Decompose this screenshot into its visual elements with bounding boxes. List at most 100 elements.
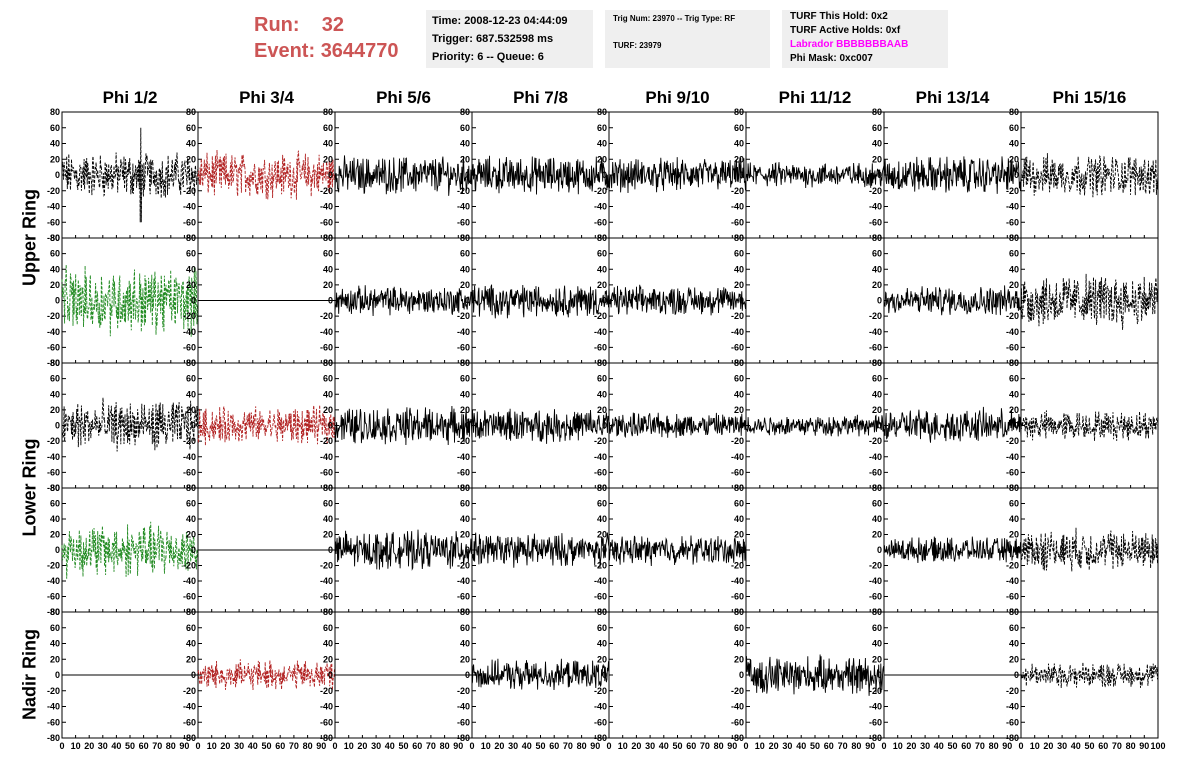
y-tick-label: 0 <box>191 170 196 180</box>
x-tick-label: 50 <box>1084 741 1094 751</box>
y-tick-label: 20 <box>872 405 882 415</box>
waveform-trace <box>197 149 336 200</box>
time-info-box: Time: 2008-12-23 04:44:09 Trigger: 687.5… <box>426 10 593 68</box>
y-tick-label: -60 <box>183 467 196 477</box>
y-tick-label: 40 <box>460 514 470 524</box>
y-tick-label: -40 <box>731 327 744 337</box>
y-tick-label: -60 <box>183 717 196 727</box>
x-tick-label: 10 <box>618 741 628 751</box>
y-tick-label: -20 <box>183 686 196 696</box>
y-tick-label: -60 <box>320 592 333 602</box>
x-tick-label: 40 <box>659 741 669 751</box>
x-tick-label: 40 <box>111 741 121 751</box>
waveform-trace <box>745 162 885 189</box>
y-tick-label: 20 <box>186 154 196 164</box>
y-tick-label: 20 <box>872 654 882 664</box>
y-tick-label: 40 <box>734 639 744 649</box>
y-tick-label: -20 <box>869 561 882 571</box>
y-tick-label: 80 <box>323 358 333 368</box>
y-tick-label: 0 <box>877 670 882 680</box>
y-tick-label: 0 <box>191 296 196 306</box>
y-tick-label: 60 <box>597 623 607 633</box>
y-tick-label: -40 <box>594 576 607 586</box>
y-tick-label: -60 <box>1006 592 1019 602</box>
y-tick-label: -40 <box>594 702 607 712</box>
y-tick-label: 40 <box>50 264 60 274</box>
y-tick-label: 40 <box>597 139 607 149</box>
waveform-trace <box>61 521 199 579</box>
y-tick-label: -40 <box>183 202 196 212</box>
x-tick-label: 40 <box>522 741 532 751</box>
y-tick-label: 80 <box>734 107 744 117</box>
x-tick-label: 0 <box>195 741 200 751</box>
y-tick-label: 60 <box>872 374 882 384</box>
y-tick-label: -40 <box>594 327 607 337</box>
y-tick-label: -20 <box>183 561 196 571</box>
y-tick-label: 60 <box>734 499 744 509</box>
y-tick-label: 80 <box>323 233 333 243</box>
y-tick-label: -60 <box>457 592 470 602</box>
x-tick-label: 80 <box>166 741 176 751</box>
y-tick-label: 80 <box>1009 483 1019 493</box>
y-tick-label: 40 <box>323 514 333 524</box>
y-tick-label: -60 <box>731 342 744 352</box>
y-tick-label: -60 <box>731 217 744 227</box>
x-tick-label: 30 <box>508 741 518 751</box>
x-tick-label: 80 <box>440 741 450 751</box>
y-tick-label: -40 <box>320 327 333 337</box>
waveform-trace <box>471 155 610 195</box>
y-tick-label: -60 <box>1006 467 1019 477</box>
y-tick-label: 60 <box>186 123 196 133</box>
y-tick-label: 40 <box>50 389 60 399</box>
y-tick-label: 60 <box>323 623 333 633</box>
waveform-trace <box>883 156 1022 194</box>
y-tick-label: -60 <box>183 592 196 602</box>
y-tick-label: -20 <box>47 311 60 321</box>
y-tick-label: -60 <box>183 217 196 227</box>
y-tick-label: 80 <box>50 358 60 368</box>
y-tick-label: 0 <box>602 421 607 431</box>
y-tick-label: 20 <box>597 280 607 290</box>
y-tick-label: 80 <box>872 233 882 243</box>
y-tick-label: -20 <box>1006 311 1019 321</box>
y-tick-label: 60 <box>734 623 744 633</box>
x-tick-label: 90 <box>1139 741 1149 751</box>
y-tick-label: 60 <box>186 249 196 259</box>
y-tick-label: 60 <box>460 123 470 133</box>
y-tick-label: -60 <box>457 467 470 477</box>
y-tick-label: 40 <box>1009 264 1019 274</box>
y-tick-label: -40 <box>320 576 333 586</box>
y-tick-label: 40 <box>872 264 882 274</box>
y-tick-label: 20 <box>734 654 744 664</box>
y-tick-label: -20 <box>594 436 607 446</box>
y-tick-label: 40 <box>323 639 333 649</box>
y-tick-label: 40 <box>1009 139 1019 149</box>
y-tick-label: -20 <box>320 436 333 446</box>
waveform-trace <box>608 157 747 194</box>
y-tick-label: 80 <box>1009 233 1019 243</box>
y-tick-label: -80 <box>47 733 60 743</box>
y-tick-label: 20 <box>1009 154 1019 164</box>
x-tick-label: 90 <box>590 741 600 751</box>
y-tick-label: 60 <box>50 374 60 384</box>
y-tick-label: 80 <box>597 483 607 493</box>
y-tick-label: 20 <box>734 530 744 540</box>
y-tick-label: 40 <box>1009 389 1019 399</box>
y-tick-label: -40 <box>869 452 882 462</box>
y-tick-label: -20 <box>183 311 196 321</box>
y-tick-label: -20 <box>47 436 60 446</box>
y-tick-label: 60 <box>1009 374 1019 384</box>
y-tick-label: 20 <box>186 530 196 540</box>
y-tick-label: 40 <box>50 639 60 649</box>
y-tick-label: 60 <box>597 123 607 133</box>
y-tick-label: 60 <box>597 249 607 259</box>
y-tick-label: 20 <box>597 530 607 540</box>
waveform-trace <box>608 535 747 567</box>
x-tick-label: 20 <box>1043 741 1053 751</box>
x-tick-label: 30 <box>645 741 655 751</box>
y-tick-label: 20 <box>50 530 60 540</box>
y-tick-label: 20 <box>460 530 470 540</box>
y-tick-label: -60 <box>594 342 607 352</box>
y-tick-label: 80 <box>734 483 744 493</box>
y-tick-label: -20 <box>457 561 470 571</box>
